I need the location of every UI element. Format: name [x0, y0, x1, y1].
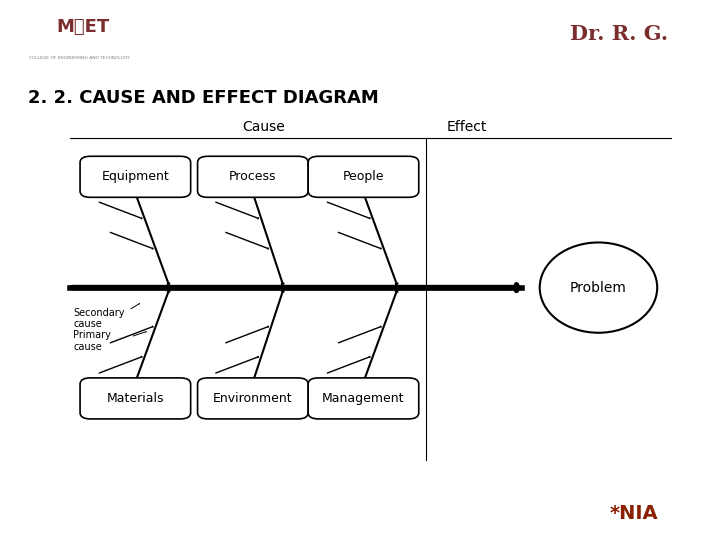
Bar [0, 0, 158, 70]
Text: Cause: Cause [242, 120, 284, 134]
Text: Effect: Effect [447, 120, 487, 134]
Text: Management: Management [323, 392, 405, 405]
Ellipse shape [540, 242, 657, 333]
Text: Lean Manufacturing: Lean Manufacturing [171, 19, 505, 48]
Text: Environment: Environment [213, 392, 292, 405]
FancyBboxPatch shape [197, 378, 308, 419]
Text: COLLEGE OF ENGINEERING AND TECHNOLOGY: COLLEGE OF ENGINEERING AND TECHNOLOGY [29, 56, 130, 59]
FancyBboxPatch shape [197, 156, 308, 197]
FancyBboxPatch shape [80, 156, 191, 197]
Text: Problem: Problem [570, 281, 627, 295]
FancyBboxPatch shape [308, 378, 419, 419]
Text: 2. 2. CAUSE AND EFFECT DIAGRAM: 2. 2. CAUSE AND EFFECT DIAGRAM [28, 89, 379, 106]
FancyBboxPatch shape [80, 378, 191, 419]
Text: MⓔET: MⓔET [56, 18, 109, 36]
Text: People: People [343, 170, 384, 183]
Text: Dr. R. G.: Dr. R. G. [570, 24, 668, 44]
Text: Equipment: Equipment [102, 170, 169, 183]
FancyBboxPatch shape [308, 156, 419, 197]
Text: Process: Process [229, 170, 276, 183]
Bar [518, 0, 720, 70]
Text: Primary
cause: Primary cause [73, 330, 111, 352]
Text: Materials: Materials [107, 392, 164, 405]
Text: *NIA: *NIA [609, 504, 658, 523]
Text: Secondary
cause: Secondary cause [73, 308, 125, 329]
